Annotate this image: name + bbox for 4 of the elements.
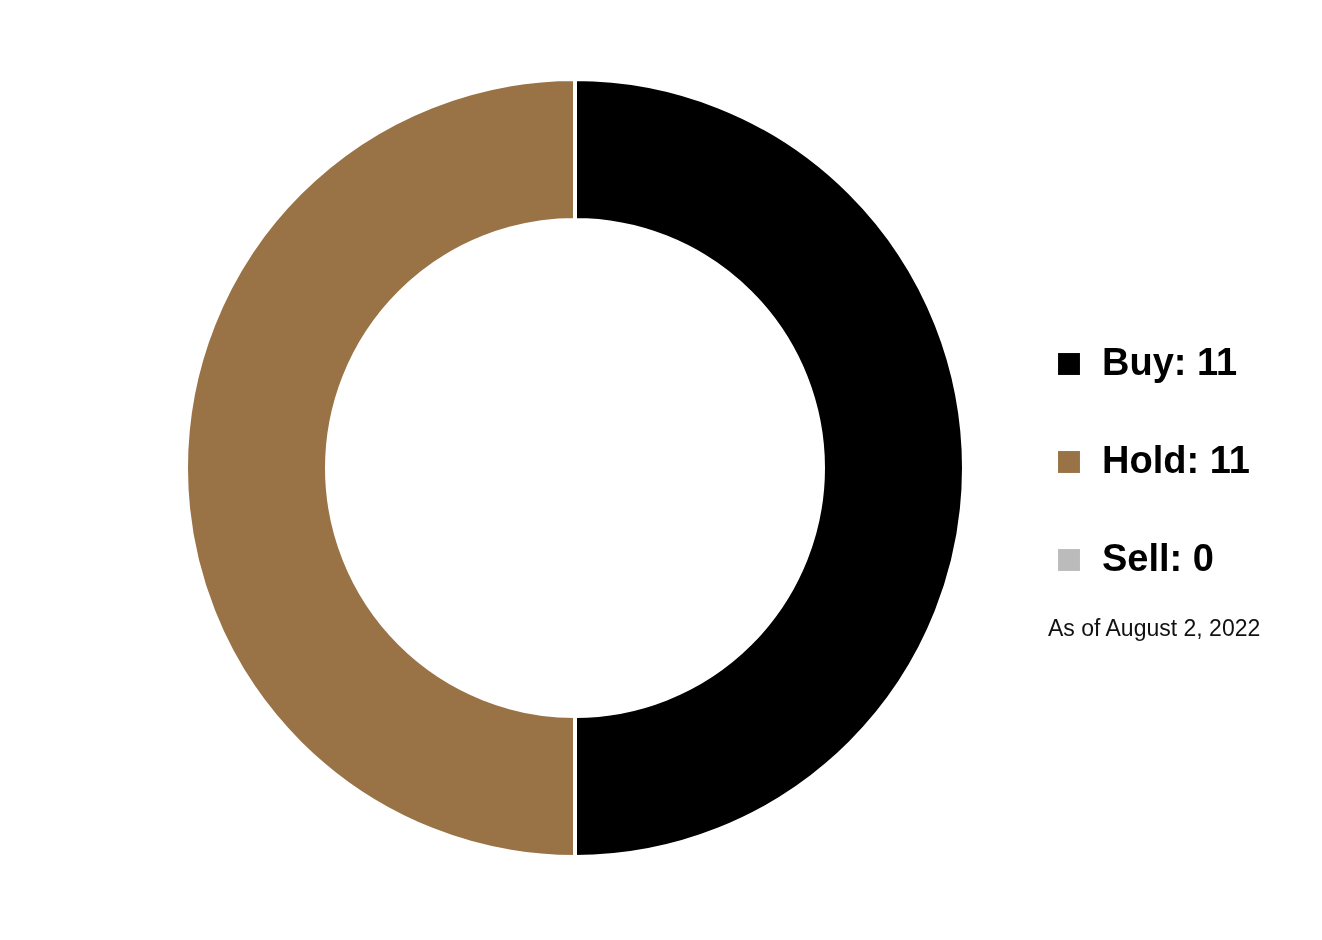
legend-label: Hold: 11 — [1102, 439, 1250, 481]
text: As of August 2, 2022 — [1048, 615, 1261, 641]
legend-label: Buy: 11 — [1102, 341, 1238, 383]
legend-label: Sell: 0 — [1102, 537, 1214, 579]
